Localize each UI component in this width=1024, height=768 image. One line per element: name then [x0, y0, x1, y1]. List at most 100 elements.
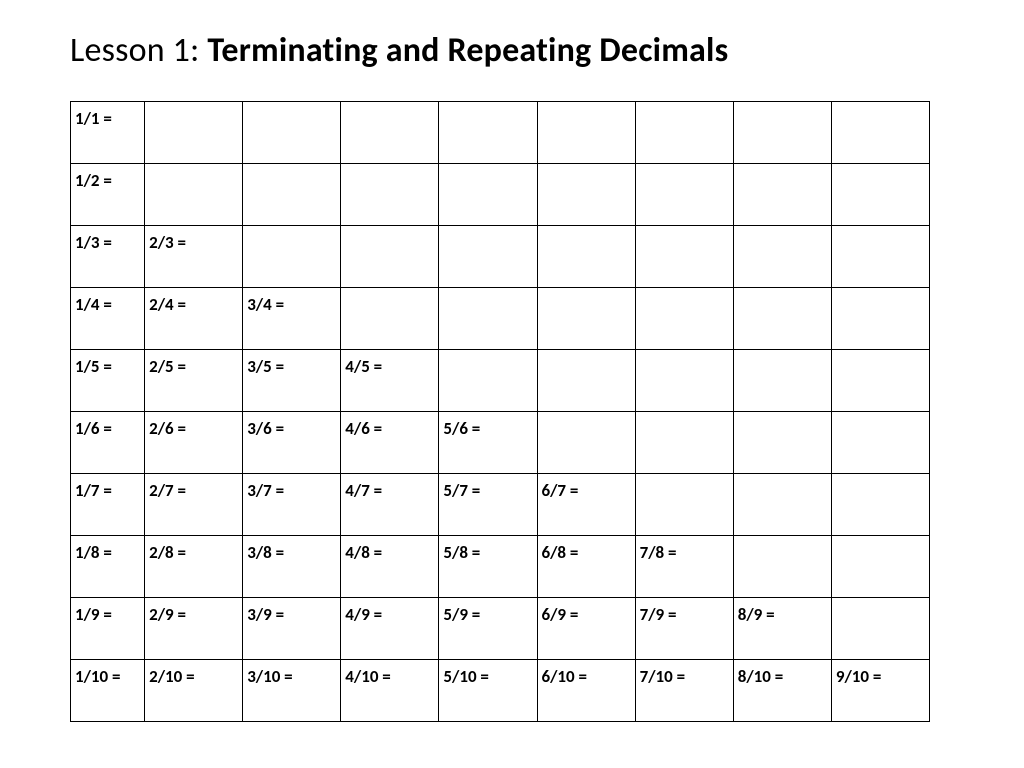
- table-cell: [537, 102, 635, 164]
- table-cell: 6/10 =: [537, 660, 635, 722]
- table-cell: 8/10 =: [733, 660, 831, 722]
- table-cell: 2/8 =: [145, 536, 243, 598]
- table-cell: 1/3 =: [71, 226, 145, 288]
- table-row: 1/4 = 2/4 = 3/4 =: [71, 288, 930, 350]
- table-cell: [831, 350, 929, 412]
- table-cell: [243, 226, 341, 288]
- table-cell: 9/10 =: [831, 660, 929, 722]
- table-cell: 1/9 =: [71, 598, 145, 660]
- table-cell: 3/4 =: [243, 288, 341, 350]
- table-cell: [831, 598, 929, 660]
- table-cell: [831, 536, 929, 598]
- table-cell: [635, 350, 733, 412]
- table-cell: 5/10 =: [439, 660, 537, 722]
- table-cell: 4/9 =: [341, 598, 439, 660]
- table-cell: 4/7 =: [341, 474, 439, 536]
- table-cell: [635, 474, 733, 536]
- table-cell: 5/6 =: [439, 412, 537, 474]
- table-cell: 5/8 =: [439, 536, 537, 598]
- table-cell: 4/10 =: [341, 660, 439, 722]
- table-cell: [831, 412, 929, 474]
- table-cell: 5/7 =: [439, 474, 537, 536]
- table-cell: [635, 288, 733, 350]
- table-cell: 4/8 =: [341, 536, 439, 598]
- table-cell: [341, 164, 439, 226]
- table-cell: 2/5 =: [145, 350, 243, 412]
- table-cell: 3/7 =: [243, 474, 341, 536]
- table-cell: 2/10 =: [145, 660, 243, 722]
- table-cell: [439, 102, 537, 164]
- table-cell: [733, 102, 831, 164]
- heading-prefix: Lesson 1:: [70, 30, 207, 71]
- table-cell: [733, 350, 831, 412]
- table-cell: 5/9 =: [439, 598, 537, 660]
- table-cell: 2/6 =: [145, 412, 243, 474]
- table-cell: [243, 164, 341, 226]
- table-cell: [341, 102, 439, 164]
- table-cell: 2/4 =: [145, 288, 243, 350]
- table-cell: [439, 164, 537, 226]
- table-cell: 6/7 =: [537, 474, 635, 536]
- table-cell: [537, 226, 635, 288]
- table-cell: [831, 226, 929, 288]
- table-cell: [341, 288, 439, 350]
- table-cell: [145, 102, 243, 164]
- table-cell: [831, 164, 929, 226]
- table-body: 1/1 = 1/2 =: [71, 102, 930, 722]
- table-cell: 1/1 =: [71, 102, 145, 164]
- table-cell: [439, 288, 537, 350]
- table-cell: 6/9 =: [537, 598, 635, 660]
- table-cell: 3/10 =: [243, 660, 341, 722]
- table-cell: [439, 350, 537, 412]
- fractions-table: 1/1 = 1/2 =: [70, 101, 930, 722]
- table-row: 1/3 = 2/3 =: [71, 226, 930, 288]
- table-cell: [635, 164, 733, 226]
- table-cell: 4/6 =: [341, 412, 439, 474]
- table-row: 1/7 = 2/7 = 3/7 = 4/7 = 5/7 = 6/7 =: [71, 474, 930, 536]
- table-cell: [635, 412, 733, 474]
- table-cell: 7/10 =: [635, 660, 733, 722]
- page-title: Lesson 1: Terminating and Repeating Deci…: [70, 30, 954, 71]
- worksheet-page: Lesson 1: Terminating and Repeating Deci…: [0, 0, 1024, 722]
- table-cell: [733, 288, 831, 350]
- table-row: 1/1 =: [71, 102, 930, 164]
- table-row: 1/10 = 2/10 = 3/10 = 4/10 = 5/10 = 6/10 …: [71, 660, 930, 722]
- table-row: 1/9 = 2/9 = 3/9 = 4/9 = 5/9 = 6/9 = 7/9 …: [71, 598, 930, 660]
- table-cell: [537, 350, 635, 412]
- table-cell: [243, 102, 341, 164]
- table-row: 1/8 = 2/8 = 3/8 = 4/8 = 5/8 = 6/8 = 7/8 …: [71, 536, 930, 598]
- table-cell: 1/2 =: [71, 164, 145, 226]
- table-cell: 1/6 =: [71, 412, 145, 474]
- table-cell: 6/8 =: [537, 536, 635, 598]
- table-cell: 7/9 =: [635, 598, 733, 660]
- table-cell: 4/5 =: [341, 350, 439, 412]
- table-cell: 3/5 =: [243, 350, 341, 412]
- table-cell: 1/5 =: [71, 350, 145, 412]
- table-cell: [733, 226, 831, 288]
- table-cell: [537, 288, 635, 350]
- table-cell: [831, 474, 929, 536]
- table-cell: 8/9 =: [733, 598, 831, 660]
- table-cell: [635, 226, 733, 288]
- table-cell: 1/10 =: [71, 660, 145, 722]
- table-cell: [733, 536, 831, 598]
- heading-title: Terminating and Repeating Decimals: [207, 30, 728, 71]
- table-cell: 1/7 =: [71, 474, 145, 536]
- table-cell: 3/6 =: [243, 412, 341, 474]
- table-cell: [341, 226, 439, 288]
- table-cell: 3/8 =: [243, 536, 341, 598]
- table-cell: 1/4 =: [71, 288, 145, 350]
- table-cell: [635, 102, 733, 164]
- table-row: 1/6 = 2/6 = 3/6 = 4/6 = 5/6 =: [71, 412, 930, 474]
- table-row: 1/5 = 2/5 = 3/5 = 4/5 =: [71, 350, 930, 412]
- table-cell: 2/9 =: [145, 598, 243, 660]
- table-cell: [439, 226, 537, 288]
- table-cell: [733, 164, 831, 226]
- table-cell: 1/8 =: [71, 536, 145, 598]
- table-cell: [831, 102, 929, 164]
- table-cell: [733, 474, 831, 536]
- table-cell: [537, 164, 635, 226]
- table-cell: 7/8 =: [635, 536, 733, 598]
- table-cell: 2/7 =: [145, 474, 243, 536]
- table-cell: [537, 412, 635, 474]
